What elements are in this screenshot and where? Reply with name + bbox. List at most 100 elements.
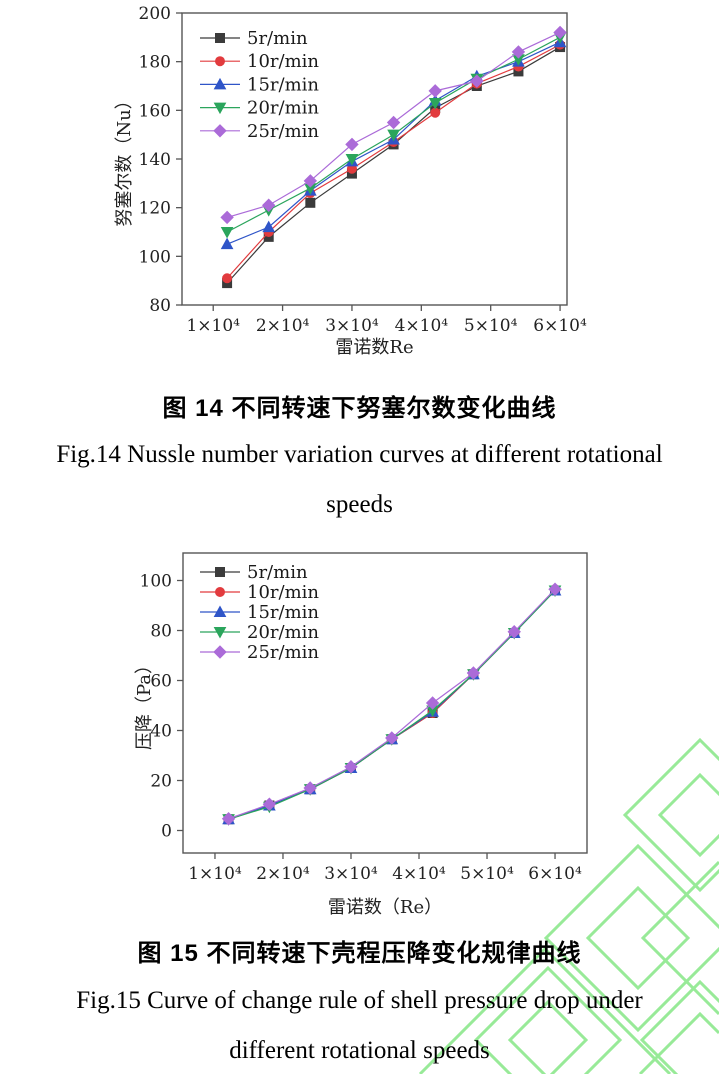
- legend-label: 15r/min: [247, 74, 319, 95]
- y-tick-label: 180: [139, 53, 171, 73]
- x-tick-label: 2×10⁴: [256, 864, 310, 884]
- marker-triangle-down: [213, 102, 227, 115]
- watermark-shape: [639, 979, 719, 1074]
- marker-diamond: [386, 115, 401, 130]
- marker-diamond: [466, 666, 481, 680]
- legend-label: 10r/min: [247, 51, 319, 72]
- legend-item-25r/min: 25r/min: [200, 642, 319, 663]
- y-tick-label: 20: [150, 772, 172, 792]
- axes: 1×10⁴ 2×10⁴ 3×10⁴ 4×10⁴ 5×10⁴ 6×10⁴ 80 100 120 14…: [114, 4, 587, 358]
- legend-item-25r/min: 25r/min: [200, 121, 319, 142]
- x-tick-label: 1×10⁴: [186, 316, 240, 336]
- x-tick-label: 3×10⁴: [324, 864, 378, 884]
- marker-diamond: [470, 74, 484, 88]
- marker-diamond: [303, 174, 318, 188]
- y-tick-label: 80: [150, 622, 172, 642]
- marker-circle: [215, 587, 225, 597]
- marker-diamond: [511, 45, 526, 59]
- marker-circle: [222, 273, 233, 284]
- y-tick-label: 120: [139, 199, 171, 219]
- marker-diamond: [213, 645, 227, 659]
- series-25r/min: [221, 582, 562, 826]
- watermark-shape: [473, 965, 623, 1074]
- legend-item-15r/min: 15r/min: [200, 74, 319, 95]
- x-tick-label: 4×10⁴: [392, 864, 446, 884]
- marker-diamond: [428, 84, 442, 98]
- x-tick-label: 3×10⁴: [325, 316, 379, 336]
- figure-14-caption-en-line1: Fig.14 Nussle number variation curves at…: [56, 441, 663, 468]
- legend-label: 25r/min: [247, 121, 319, 142]
- marker-triangle-down: [220, 227, 234, 239]
- legend-label: 5r/min: [247, 28, 308, 49]
- marker-square: [215, 33, 225, 43]
- legend-item-20r/min: 20r/min: [200, 622, 319, 643]
- marker-diamond: [553, 25, 567, 40]
- y-tick-label: 40: [150, 722, 172, 742]
- y-axis-label: 努塞尔数（Nu）: [114, 91, 135, 226]
- marker-diamond: [344, 760, 358, 774]
- legend-label: 15r/min: [247, 602, 319, 623]
- y-tick-label: 100: [139, 247, 171, 267]
- legend-label: 25r/min: [247, 642, 319, 663]
- series-25r/min: [220, 25, 567, 225]
- marker-diamond: [507, 625, 521, 639]
- y-tick-label: 200: [139, 4, 171, 24]
- figure-15-caption-en-line1: Fig.15 Curve of change rule of shell pre…: [76, 987, 643, 1014]
- y-tick-label: 0: [161, 822, 172, 842]
- marker-triangle-up: [220, 237, 234, 250]
- x-tick-label: 6×10⁴: [533, 316, 587, 336]
- y-tick-label: 60: [150, 672, 172, 692]
- figure-14-caption-en-line2: speeds: [326, 491, 393, 518]
- legend-item-10r/min: 10r/min: [200, 51, 319, 72]
- y-tick-label: 100: [140, 572, 172, 592]
- watermark-shape: [418, 946, 672, 1074]
- x-axis-label: 雷诺数Re: [335, 337, 413, 358]
- marker-triangle-down: [387, 129, 400, 142]
- marker-diamond: [385, 731, 399, 745]
- x-tick-label: 4×10⁴: [395, 316, 449, 336]
- marker-diamond: [262, 797, 277, 811]
- marker-triangle-up: [213, 605, 227, 617]
- legend-item-5r/min: 5r/min: [200, 562, 308, 583]
- figure-14-nusselt-chart: 1×10⁴ 2×10⁴ 3×10⁴ 4×10⁴ 5×10⁴ 6×10⁴ 80 100 120 14…: [114, 4, 587, 358]
- watermark-pattern: [418, 737, 719, 1074]
- x-tick-label: 5×10⁴: [464, 316, 518, 336]
- legend-label: 10r/min: [247, 582, 319, 603]
- plot-frame: [181, 12, 568, 306]
- legend-item-10r/min: 10r/min: [200, 582, 319, 603]
- marker-triangle-down: [345, 154, 359, 166]
- y-tick-label: 80: [149, 296, 171, 316]
- legend-label: 5r/min: [247, 562, 308, 583]
- marker-circle: [215, 56, 225, 67]
- figure-15-caption-en-line2: different rotational speeds: [229, 1037, 490, 1064]
- x-tick-label: 6×10⁴: [528, 864, 582, 884]
- marker-circle: [430, 107, 441, 118]
- marker-diamond: [213, 124, 227, 138]
- watermark-shape: [585, 885, 691, 991]
- marker-diamond: [303, 781, 317, 795]
- marker-triangle-up: [262, 220, 276, 233]
- marker-triangle-down: [213, 627, 227, 639]
- watermark-shape: [638, 1011, 719, 1074]
- figure-15-caption-cn: 图 15 不同转速下壳程压降变化规律曲线: [137, 940, 582, 967]
- marker-square: [305, 197, 316, 208]
- marker-diamond: [220, 210, 234, 225]
- x-tick-label: 2×10⁴: [256, 316, 310, 336]
- marker-diamond: [548, 582, 562, 596]
- figure-14-caption-cn: 图 14 不同转速下努塞尔数变化曲线: [162, 395, 557, 422]
- watermark-shape: [622, 737, 719, 893]
- figure-15-pressure-drop-chart: 1×10⁴ 2×10⁴ 3×10⁴ 4×10⁴ 5×10⁴ 6×10⁴ 0 20 40 60 80 1…: [134, 552, 588, 918]
- marker-square: [215, 567, 225, 577]
- y-axis-label: 压降（Pa）: [134, 656, 155, 750]
- watermark-shape: [657, 772, 719, 858]
- marker-diamond: [262, 198, 276, 212]
- legend-label: 20r/min: [247, 622, 319, 643]
- x-tick-label: 5×10⁴: [460, 864, 514, 884]
- marker-diamond: [425, 696, 440, 710]
- legend-item-5r/min: 5r/min: [200, 28, 308, 49]
- legend-label: 20r/min: [247, 98, 319, 119]
- x-axis-label: 雷诺数（Re）: [328, 897, 442, 918]
- watermark-shape: [543, 843, 719, 1033]
